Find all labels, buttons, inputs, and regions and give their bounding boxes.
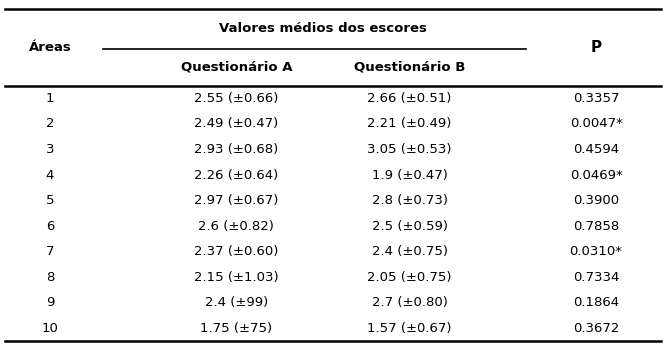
Text: 10: 10 bbox=[41, 322, 59, 335]
Text: 2.66 (±0.51): 2.66 (±0.51) bbox=[368, 92, 452, 105]
Text: P: P bbox=[591, 40, 601, 54]
Text: 4: 4 bbox=[46, 169, 54, 181]
Text: 2.21 (±0.49): 2.21 (±0.49) bbox=[368, 117, 452, 131]
Text: 9: 9 bbox=[46, 296, 54, 310]
Text: 0.3672: 0.3672 bbox=[573, 322, 619, 335]
Text: 8: 8 bbox=[46, 271, 54, 284]
Text: 2.49 (±0.47): 2.49 (±0.47) bbox=[194, 117, 278, 131]
Text: 2.7 (±0.80): 2.7 (±0.80) bbox=[372, 296, 448, 310]
Text: 2.8 (±0.73): 2.8 (±0.73) bbox=[372, 194, 448, 207]
Text: 0.0469*: 0.0469* bbox=[569, 169, 623, 181]
Text: Questionário A: Questionário A bbox=[180, 61, 292, 74]
Text: 2: 2 bbox=[46, 117, 54, 131]
Text: 2.4 (±99): 2.4 (±99) bbox=[205, 296, 268, 310]
Text: 0.3357: 0.3357 bbox=[573, 92, 619, 105]
Text: 3: 3 bbox=[46, 143, 54, 156]
Text: Questionário B: Questionário B bbox=[354, 61, 466, 74]
Text: 2.5 (±0.59): 2.5 (±0.59) bbox=[372, 220, 448, 233]
Text: 0.1864: 0.1864 bbox=[573, 296, 619, 310]
Text: 2.6 (±0.82): 2.6 (±0.82) bbox=[198, 220, 274, 233]
Text: 1.9 (±0.47): 1.9 (±0.47) bbox=[372, 169, 448, 181]
Text: 1.75 (±75): 1.75 (±75) bbox=[200, 322, 272, 335]
Text: 6: 6 bbox=[46, 220, 54, 233]
Text: 2.93 (±0.68): 2.93 (±0.68) bbox=[194, 143, 278, 156]
Text: 2.26 (±0.64): 2.26 (±0.64) bbox=[194, 169, 278, 181]
Text: 1.57 (±0.67): 1.57 (±0.67) bbox=[368, 322, 452, 335]
Text: 0.0047*: 0.0047* bbox=[569, 117, 623, 131]
Text: 0.7334: 0.7334 bbox=[573, 271, 619, 284]
Text: 5: 5 bbox=[46, 194, 54, 207]
Text: Áreas: Áreas bbox=[29, 40, 71, 54]
Text: 0.7858: 0.7858 bbox=[573, 220, 619, 233]
Text: 2.37 (±0.60): 2.37 (±0.60) bbox=[194, 245, 278, 258]
Text: 2.15 (±1.03): 2.15 (±1.03) bbox=[194, 271, 279, 284]
Text: 2.05 (±0.75): 2.05 (±0.75) bbox=[368, 271, 452, 284]
Text: 0.3900: 0.3900 bbox=[573, 194, 619, 207]
Text: 2.4 (±0.75): 2.4 (±0.75) bbox=[372, 245, 448, 258]
Text: 3.05 (±0.53): 3.05 (±0.53) bbox=[368, 143, 452, 156]
Text: 7: 7 bbox=[46, 245, 54, 258]
Text: Valores médios dos escores: Valores médios dos escores bbox=[219, 22, 427, 35]
Text: 0.4594: 0.4594 bbox=[573, 143, 619, 156]
Text: 1: 1 bbox=[46, 92, 54, 105]
Text: 0.0310*: 0.0310* bbox=[569, 245, 623, 258]
Text: 2.97 (±0.67): 2.97 (±0.67) bbox=[194, 194, 278, 207]
Text: 2.55 (±0.66): 2.55 (±0.66) bbox=[194, 92, 278, 105]
